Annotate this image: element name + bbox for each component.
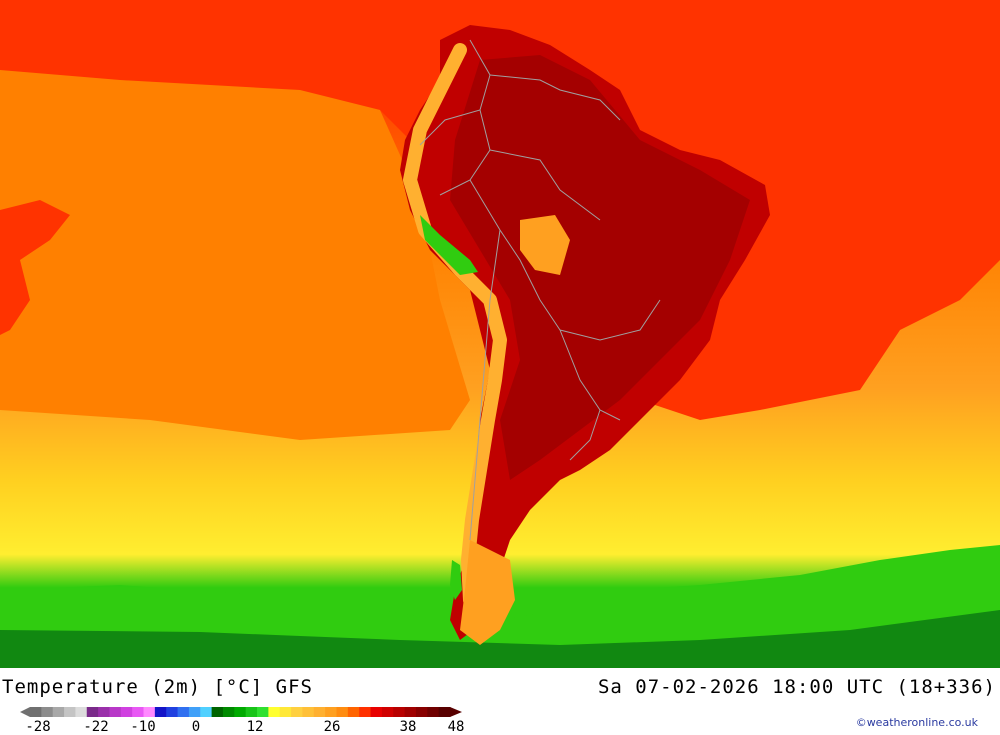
legend-swatch <box>415 707 428 717</box>
legend-swatch <box>313 707 326 717</box>
legend-swatch <box>166 707 179 717</box>
andes-cordillera <box>403 43 507 607</box>
tropical-warm-zone <box>0 0 1000 420</box>
legend-tick: 38 <box>399 719 417 735</box>
legend-swatch <box>120 707 133 717</box>
legend-swatch <box>86 707 99 717</box>
legend-swatch <box>393 707 406 717</box>
map-title: Temperature (2m) [°C] GFS <box>2 676 313 698</box>
footer-bar <box>0 668 1000 733</box>
legend-swatch <box>52 707 65 717</box>
legend-arrow-low <box>20 707 30 717</box>
temperature-map <box>0 0 1000 668</box>
legend-tick: -28 <box>25 719 51 735</box>
legend-swatch <box>98 707 110 717</box>
legend-swatch <box>75 707 88 717</box>
legend-tick: 12 <box>246 719 264 735</box>
legend-tick: -10 <box>130 719 156 735</box>
legend-swatch <box>200 707 213 717</box>
legend-swatch <box>359 707 372 717</box>
legend-swatch <box>347 707 360 717</box>
legend-swatch <box>154 707 167 717</box>
legend-swatch <box>291 707 303 717</box>
legend-arrow-high <box>450 707 462 717</box>
bolivia-warm-spot <box>520 215 570 275</box>
pacific-orange-zone <box>0 70 470 440</box>
legend-swatch <box>302 707 315 717</box>
patagonia-warm-zone <box>460 540 515 645</box>
legend-swatch <box>188 707 201 717</box>
legend-swatch <box>257 707 269 717</box>
valid-time: Sa 07-02-2026 18:00 UTC (18+336) <box>597 676 996 698</box>
legend-swatch <box>268 707 281 717</box>
color-legend <box>20 707 462 717</box>
legend-swatch <box>132 707 145 717</box>
legend-tick: 26 <box>323 719 341 735</box>
pacific-red-patch <box>0 200 70 335</box>
patagonia-cold-spot <box>450 560 462 600</box>
legend-swatch <box>211 707 224 717</box>
legend-swatch <box>177 707 190 717</box>
legend-tick: 48 <box>447 719 465 735</box>
legend-swatch <box>336 707 349 717</box>
southern-ocean-darkgreen <box>0 610 1000 668</box>
legend-tick: -22 <box>83 719 109 735</box>
legend-swatch <box>64 707 76 717</box>
legend-swatch <box>143 707 156 717</box>
legend-swatch <box>438 707 451 717</box>
legend-swatch <box>325 707 337 717</box>
country-borders <box>419 39 661 541</box>
legend-swatch <box>427 707 440 717</box>
legend-swatch <box>370 707 383 717</box>
legend-swatch <box>30 707 42 717</box>
legend-swatch <box>245 707 258 717</box>
andes-cold-spot <box>420 215 478 275</box>
legend-swatch <box>381 707 394 717</box>
legend-swatch <box>234 707 247 717</box>
south-america-hot-core <box>450 55 750 480</box>
legend-swatch <box>41 707 54 717</box>
legend-tick: 0 <box>191 719 201 735</box>
credit-link[interactable]: ©weatheronline.co.uk <box>855 716 978 729</box>
legend-swatch <box>404 707 417 717</box>
legend-swatch <box>222 707 235 717</box>
legend-swatch <box>109 707 122 717</box>
legend-swatch <box>279 707 292 717</box>
